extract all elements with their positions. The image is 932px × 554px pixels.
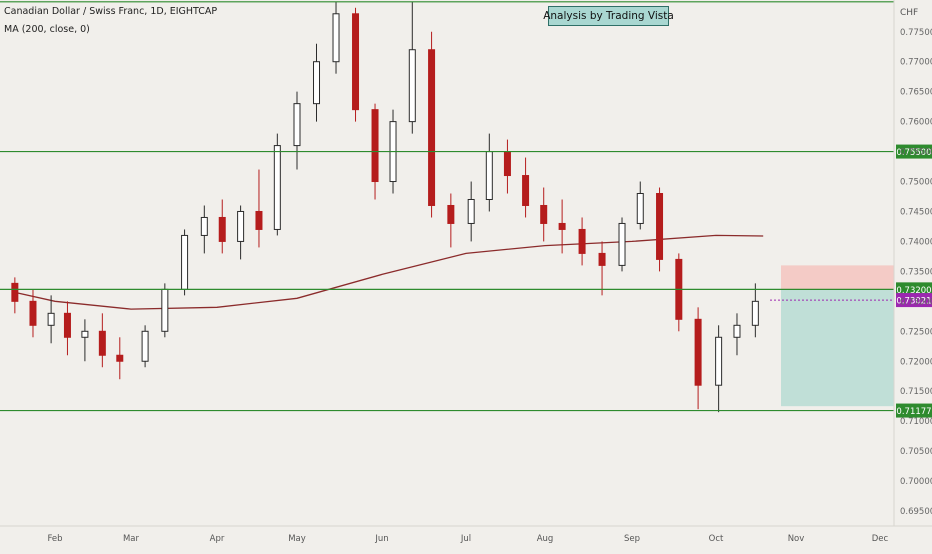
price-tick-label: 0.77000 bbox=[900, 58, 932, 68]
candle-body bbox=[47, 312, 55, 326]
candle-body bbox=[522, 175, 530, 206]
symbol-title: Canadian Dollar / Swiss Franc, 1D, EIGHT… bbox=[4, 6, 218, 17]
price-tick-label: 0.76000 bbox=[900, 118, 932, 128]
candle-body bbox=[81, 330, 89, 338]
price-tick-label: 0.70500 bbox=[900, 447, 932, 457]
level-price-text: 0.75500 bbox=[896, 148, 931, 158]
indicator-legend[interactable]: MA (200, close, 0) bbox=[4, 24, 90, 35]
time-tick-label: Aug bbox=[537, 534, 554, 544]
candle-body bbox=[485, 151, 493, 200]
price-tick-label: 0.76500 bbox=[900, 88, 932, 98]
candle-body bbox=[636, 193, 644, 224]
stop-loss-zone[interactable] bbox=[781, 265, 894, 290]
time-tick-label: Oct bbox=[709, 534, 724, 544]
price-tick-label: 0.70000 bbox=[900, 477, 932, 487]
candle-body bbox=[255, 210, 263, 230]
price-tick-label: 0.71500 bbox=[900, 387, 932, 397]
time-tick-label: Dec bbox=[872, 534, 889, 544]
price-axis[interactable]: CHF 0.77500 0.77000 0.76500 0.76000 0.75500 0… bbox=[900, 8, 932, 517]
level-price-badge bbox=[896, 282, 932, 297]
candle-body bbox=[715, 336, 723, 386]
candle-body bbox=[98, 330, 106, 356]
candle-body bbox=[141, 330, 149, 362]
candle-body bbox=[29, 300, 37, 326]
candle-body bbox=[694, 318, 702, 386]
last-price-badge bbox=[896, 293, 932, 308]
candle-body bbox=[352, 13, 360, 111]
candle-body bbox=[751, 300, 759, 326]
price-tick-label: 0.74000 bbox=[900, 237, 932, 247]
candle-body bbox=[467, 198, 475, 224]
candle-body bbox=[237, 210, 245, 242]
time-tick-label: Mar bbox=[123, 534, 140, 544]
time-tick-label: Jun bbox=[374, 534, 388, 544]
level-price-text: 0.71177 bbox=[896, 407, 931, 417]
candle-body bbox=[408, 49, 416, 123]
currency-label: CHF bbox=[900, 8, 918, 18]
price-tick-label: 0.74500 bbox=[900, 207, 932, 217]
price-tick-label: 0.71000 bbox=[900, 417, 932, 427]
price-tick-label: 0.75500 bbox=[900, 148, 932, 158]
position-tool[interactable] bbox=[781, 265, 894, 407]
candle-body bbox=[181, 234, 189, 290]
candle-body bbox=[332, 13, 340, 63]
candle-body bbox=[63, 312, 71, 338]
take-profit-zone[interactable] bbox=[781, 289, 894, 407]
candle-body bbox=[618, 222, 626, 266]
horizontal-levels[interactable]: 0.75500 0.73200 0.71177 0.73021 bbox=[0, 1, 932, 418]
candle-body bbox=[116, 354, 124, 362]
level-price-badge bbox=[896, 403, 932, 418]
candle-body bbox=[578, 228, 586, 254]
candle-body bbox=[540, 204, 548, 224]
time-tick-label: Feb bbox=[47, 534, 62, 544]
time-tick-label: May bbox=[288, 534, 306, 544]
time-axis[interactable]: Feb Mar Apr May Jun Jul Aug Sep Oct Nov Dec bbox=[47, 534, 888, 544]
level-price-badge bbox=[896, 144, 932, 159]
price-tick-label: 0.73000 bbox=[900, 297, 932, 307]
time-tick-label: Sep bbox=[624, 534, 640, 544]
candle-body bbox=[371, 109, 379, 183]
candle-body bbox=[161, 288, 169, 332]
price-tick-label: 0.73500 bbox=[900, 267, 932, 277]
candle-body bbox=[11, 282, 19, 302]
last-price-text: 0.73021 bbox=[896, 297, 931, 307]
candle-body bbox=[218, 216, 226, 242]
price-tick-label: 0.69500 bbox=[900, 507, 932, 517]
time-tick-label: Nov bbox=[788, 534, 805, 544]
candle-body bbox=[733, 324, 741, 338]
price-tick-label: 0.75000 bbox=[900, 178, 932, 188]
price-tick-label: 0.72000 bbox=[900, 357, 932, 367]
level-price-text: 0.73200 bbox=[896, 286, 931, 296]
watermark-label: Analysis by Trading Vista bbox=[543, 6, 674, 26]
candle-body bbox=[273, 145, 281, 230]
time-tick-label: Apr bbox=[210, 534, 225, 544]
candle-body bbox=[200, 216, 208, 236]
candle-body bbox=[558, 222, 566, 230]
price-tick-label: 0.77500 bbox=[900, 28, 932, 38]
candle-body bbox=[293, 103, 301, 147]
time-tick-label: Jul bbox=[460, 534, 471, 544]
price-tick-label: 0.72500 bbox=[900, 327, 932, 337]
candle-body bbox=[503, 151, 511, 177]
candle-body bbox=[313, 61, 321, 105]
candle-body bbox=[656, 193, 664, 260]
candle-body bbox=[598, 252, 606, 266]
candles-layer bbox=[11, 1, 759, 413]
candle-body bbox=[428, 49, 436, 206]
candle-body bbox=[447, 204, 455, 224]
